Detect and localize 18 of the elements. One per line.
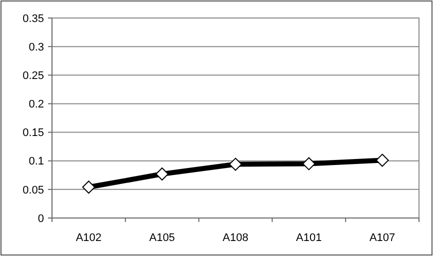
y-tick-label: 0.3 [28, 41, 44, 54]
y-tick-label: 0.2 [28, 98, 44, 111]
y-tick-label: 0.35 [22, 12, 44, 25]
y-tick-label: 0 [38, 212, 44, 225]
y-tick-label: 0.25 [22, 70, 44, 82]
x-tick-label: A102 [76, 232, 102, 244]
y-tick-label: 0.15 [22, 127, 44, 140]
point [376, 154, 389, 167]
point [302, 157, 316, 170]
x-tick-label: A107 [369, 232, 396, 244]
x-tick-label: A101 [296, 232, 322, 244]
point [156, 168, 169, 180]
x-tick-label: A108 [222, 232, 248, 244]
point [82, 180, 96, 194]
y-tick-label: 0.1 [28, 156, 44, 168]
y-tick-label: 0.05 [22, 184, 44, 196]
point [229, 158, 242, 171]
x-tick-label: A105 [149, 232, 175, 244]
